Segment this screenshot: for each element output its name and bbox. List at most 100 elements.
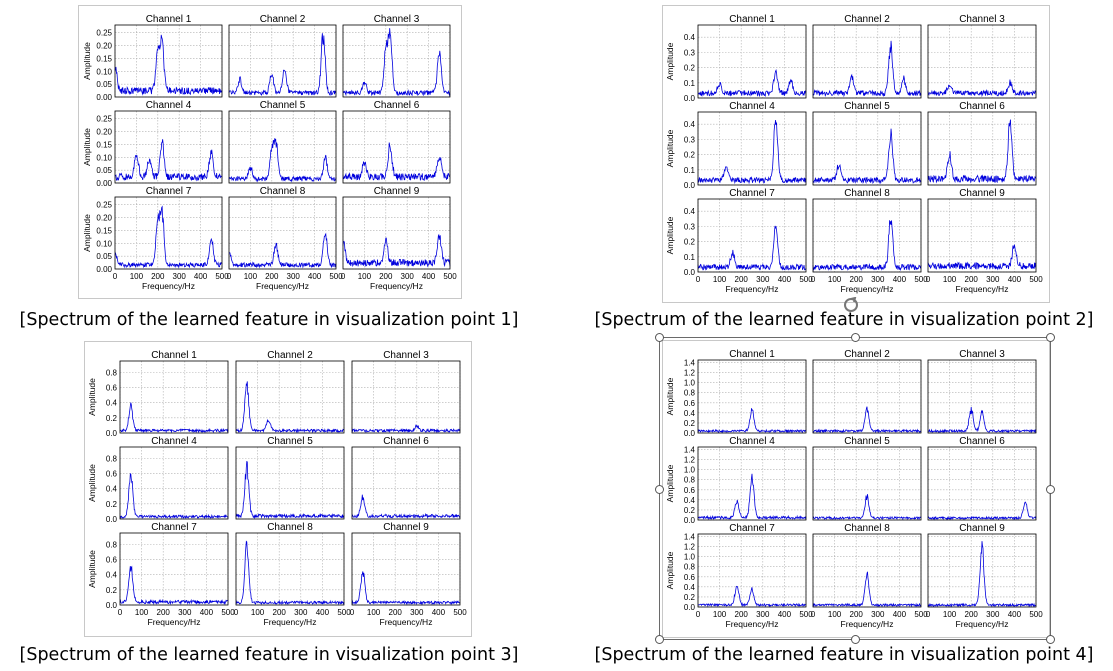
y-tick-label: 0.0: [684, 516, 696, 525]
subplot-title: Channel 3: [374, 14, 420, 25]
x-tick-label: 500: [221, 608, 235, 617]
x-tick-label: 400: [432, 608, 446, 617]
resize-handle-left[interactable]: [655, 485, 664, 494]
subplot-frame: [927, 198, 1037, 273]
x-tick-label: 100: [135, 608, 149, 617]
y-tick-label: 0.0: [684, 603, 696, 612]
subplot-1: Channel 1 0.0 0.2 0.4 0.6 0.8 Amplitude: [87, 350, 229, 438]
subplot-title: Channel 7: [151, 522, 197, 533]
resize-handle-top-right[interactable]: [1046, 333, 1055, 342]
subplot-9: Channel 9 0 100 200 300 400 500 Frequency/Hz: [350, 522, 467, 627]
x-tick-label: 100: [358, 272, 372, 281]
subplot-5: Channel 5: [812, 101, 922, 186]
figure-point-3-caption: [Spectrum of the learned feature in visu…: [19, 645, 519, 665]
y-tick-label: 0.2: [684, 419, 696, 428]
x-tick-label: 0: [227, 272, 232, 281]
y-tick-label: 0.10: [96, 67, 112, 76]
subplot-9: Channel 9 0 100 200 300 400 500 Frequency/Hz: [926, 523, 1043, 629]
subplot-frame: [812, 24, 922, 99]
figure-point-4[interactable]: Channel 1 0.0 0.2 0.4 0.6 0.8 1.0 1.2 1.4 Amplitu…: [662, 340, 1050, 638]
y-tick-label: 0.20: [96, 42, 112, 51]
figure-point-4-caption: [Spectrum of the learned feature in visu…: [594, 645, 1094, 665]
y-axis-label: Amplitude: [665, 216, 675, 254]
spectrum-line: [342, 142, 451, 182]
subplot-title: Channel 6: [959, 101, 1005, 112]
subplot-6: Channel 6: [927, 101, 1037, 186]
x-tick-label: 300: [756, 275, 770, 284]
subplot-frame: [812, 446, 922, 521]
y-axis-label: Amplitude: [665, 464, 675, 502]
subplot-2: Channel 2: [812, 349, 922, 434]
x-tick-label: 500: [799, 275, 813, 284]
subplot-frame: [342, 24, 451, 98]
x-tick-label: 100: [943, 275, 957, 284]
y-tick-label: 0.25: [96, 29, 112, 38]
subplot-title: Channel 5: [844, 436, 890, 447]
subplot-title: Channel 8: [844, 188, 890, 199]
y-tick-label: 0.20: [96, 128, 112, 137]
subplot-title: Channel 9: [959, 188, 1005, 199]
x-tick-label: 300: [986, 610, 1000, 619]
y-tick-label: 0.0: [684, 429, 696, 438]
rotate-handle-icon[interactable]: [843, 296, 859, 313]
figure-point-3-plot: Channel 10.00.20.40.60.8AmplitudeChannel…: [87, 350, 467, 627]
x-tick-label: 300: [871, 275, 885, 284]
y-tick-label: 0.1: [684, 253, 696, 262]
resize-handle-top[interactable]: [851, 333, 860, 342]
resize-handle-bottom[interactable]: [851, 635, 860, 644]
spectrum-line: [114, 34, 223, 96]
y-tick-label: 0.2: [106, 500, 118, 509]
spectrum-line: [228, 232, 337, 269]
x-tick-label: 100: [943, 610, 957, 619]
subplot-frame: [119, 360, 229, 434]
spectrum-line: [697, 69, 807, 98]
subplot-2: Channel 2: [235, 350, 345, 434]
x-tick-label: 200: [735, 275, 749, 284]
subplot-title: Channel 6: [374, 100, 420, 111]
figure-point-4-plot: Channel 10.00.20.40.60.81.01.21.4Amplitu…: [665, 349, 1043, 629]
subplot-title: Channel 2: [260, 14, 306, 25]
y-tick-label: 0.25: [96, 115, 112, 124]
spectrum-line: [351, 494, 461, 520]
y-tick-label: 0.15: [96, 140, 112, 149]
subplot-4: Channel 4 0.0 0.2 0.4 0.6 0.8 Amplitude: [87, 436, 229, 524]
y-tick-label: 0.00: [96, 93, 112, 102]
x-axis-label: Frequency/Hz: [726, 284, 779, 294]
y-axis-label: Amplitude: [87, 378, 97, 416]
selection-box[interactable]: [659, 337, 1051, 640]
y-tick-label: 0.6: [684, 399, 696, 408]
y-tick-label: 0.6: [106, 556, 118, 565]
subplot-title: Channel 4: [151, 436, 197, 447]
spectrum-line: [812, 220, 922, 272]
spectrum-line: [927, 501, 1037, 521]
y-tick-label: 0.4: [106, 485, 118, 494]
x-tick-label: 400: [893, 610, 907, 619]
subplot-title: Channel 3: [959, 14, 1005, 25]
resize-handle-bottom-left[interactable]: [655, 635, 664, 644]
subplot-7: Channel 7 0.00 0.05 0.10 0.15 0.20 0.25 Amplitu…: [82, 186, 229, 291]
y-axis-label: Amplitude: [665, 551, 675, 589]
y-tick-label: 0.6: [684, 486, 696, 495]
subplot-2: Channel 2: [228, 14, 337, 98]
x-tick-label: 500: [337, 608, 351, 617]
subplot-3: Channel 3: [342, 14, 451, 98]
spectrum-line: [812, 571, 922, 608]
x-axis-label: Frequency/Hz: [370, 281, 423, 291]
x-tick-label: 500: [1029, 275, 1043, 284]
y-tick-label: 0.4: [106, 399, 118, 408]
x-tick-label: 400: [422, 272, 436, 281]
x-tick-label: 100: [828, 610, 842, 619]
subplot-5: Channel 5: [235, 436, 345, 520]
resize-handle-right[interactable]: [1046, 485, 1055, 494]
x-tick-label: 0: [350, 608, 355, 617]
resize-handle-bottom-right[interactable]: [1046, 635, 1055, 644]
subplot-title: Channel 8: [260, 186, 306, 197]
resize-handle-top-left[interactable]: [655, 333, 664, 342]
subplot-title: Channel 8: [267, 522, 313, 533]
x-tick-label: 300: [756, 610, 770, 619]
spectrum-line: [697, 225, 807, 271]
x-tick-label: 400: [200, 608, 214, 617]
subplot-frame: [812, 111, 922, 186]
x-tick-label: 100: [251, 608, 265, 617]
subplot-frame: [697, 359, 807, 434]
